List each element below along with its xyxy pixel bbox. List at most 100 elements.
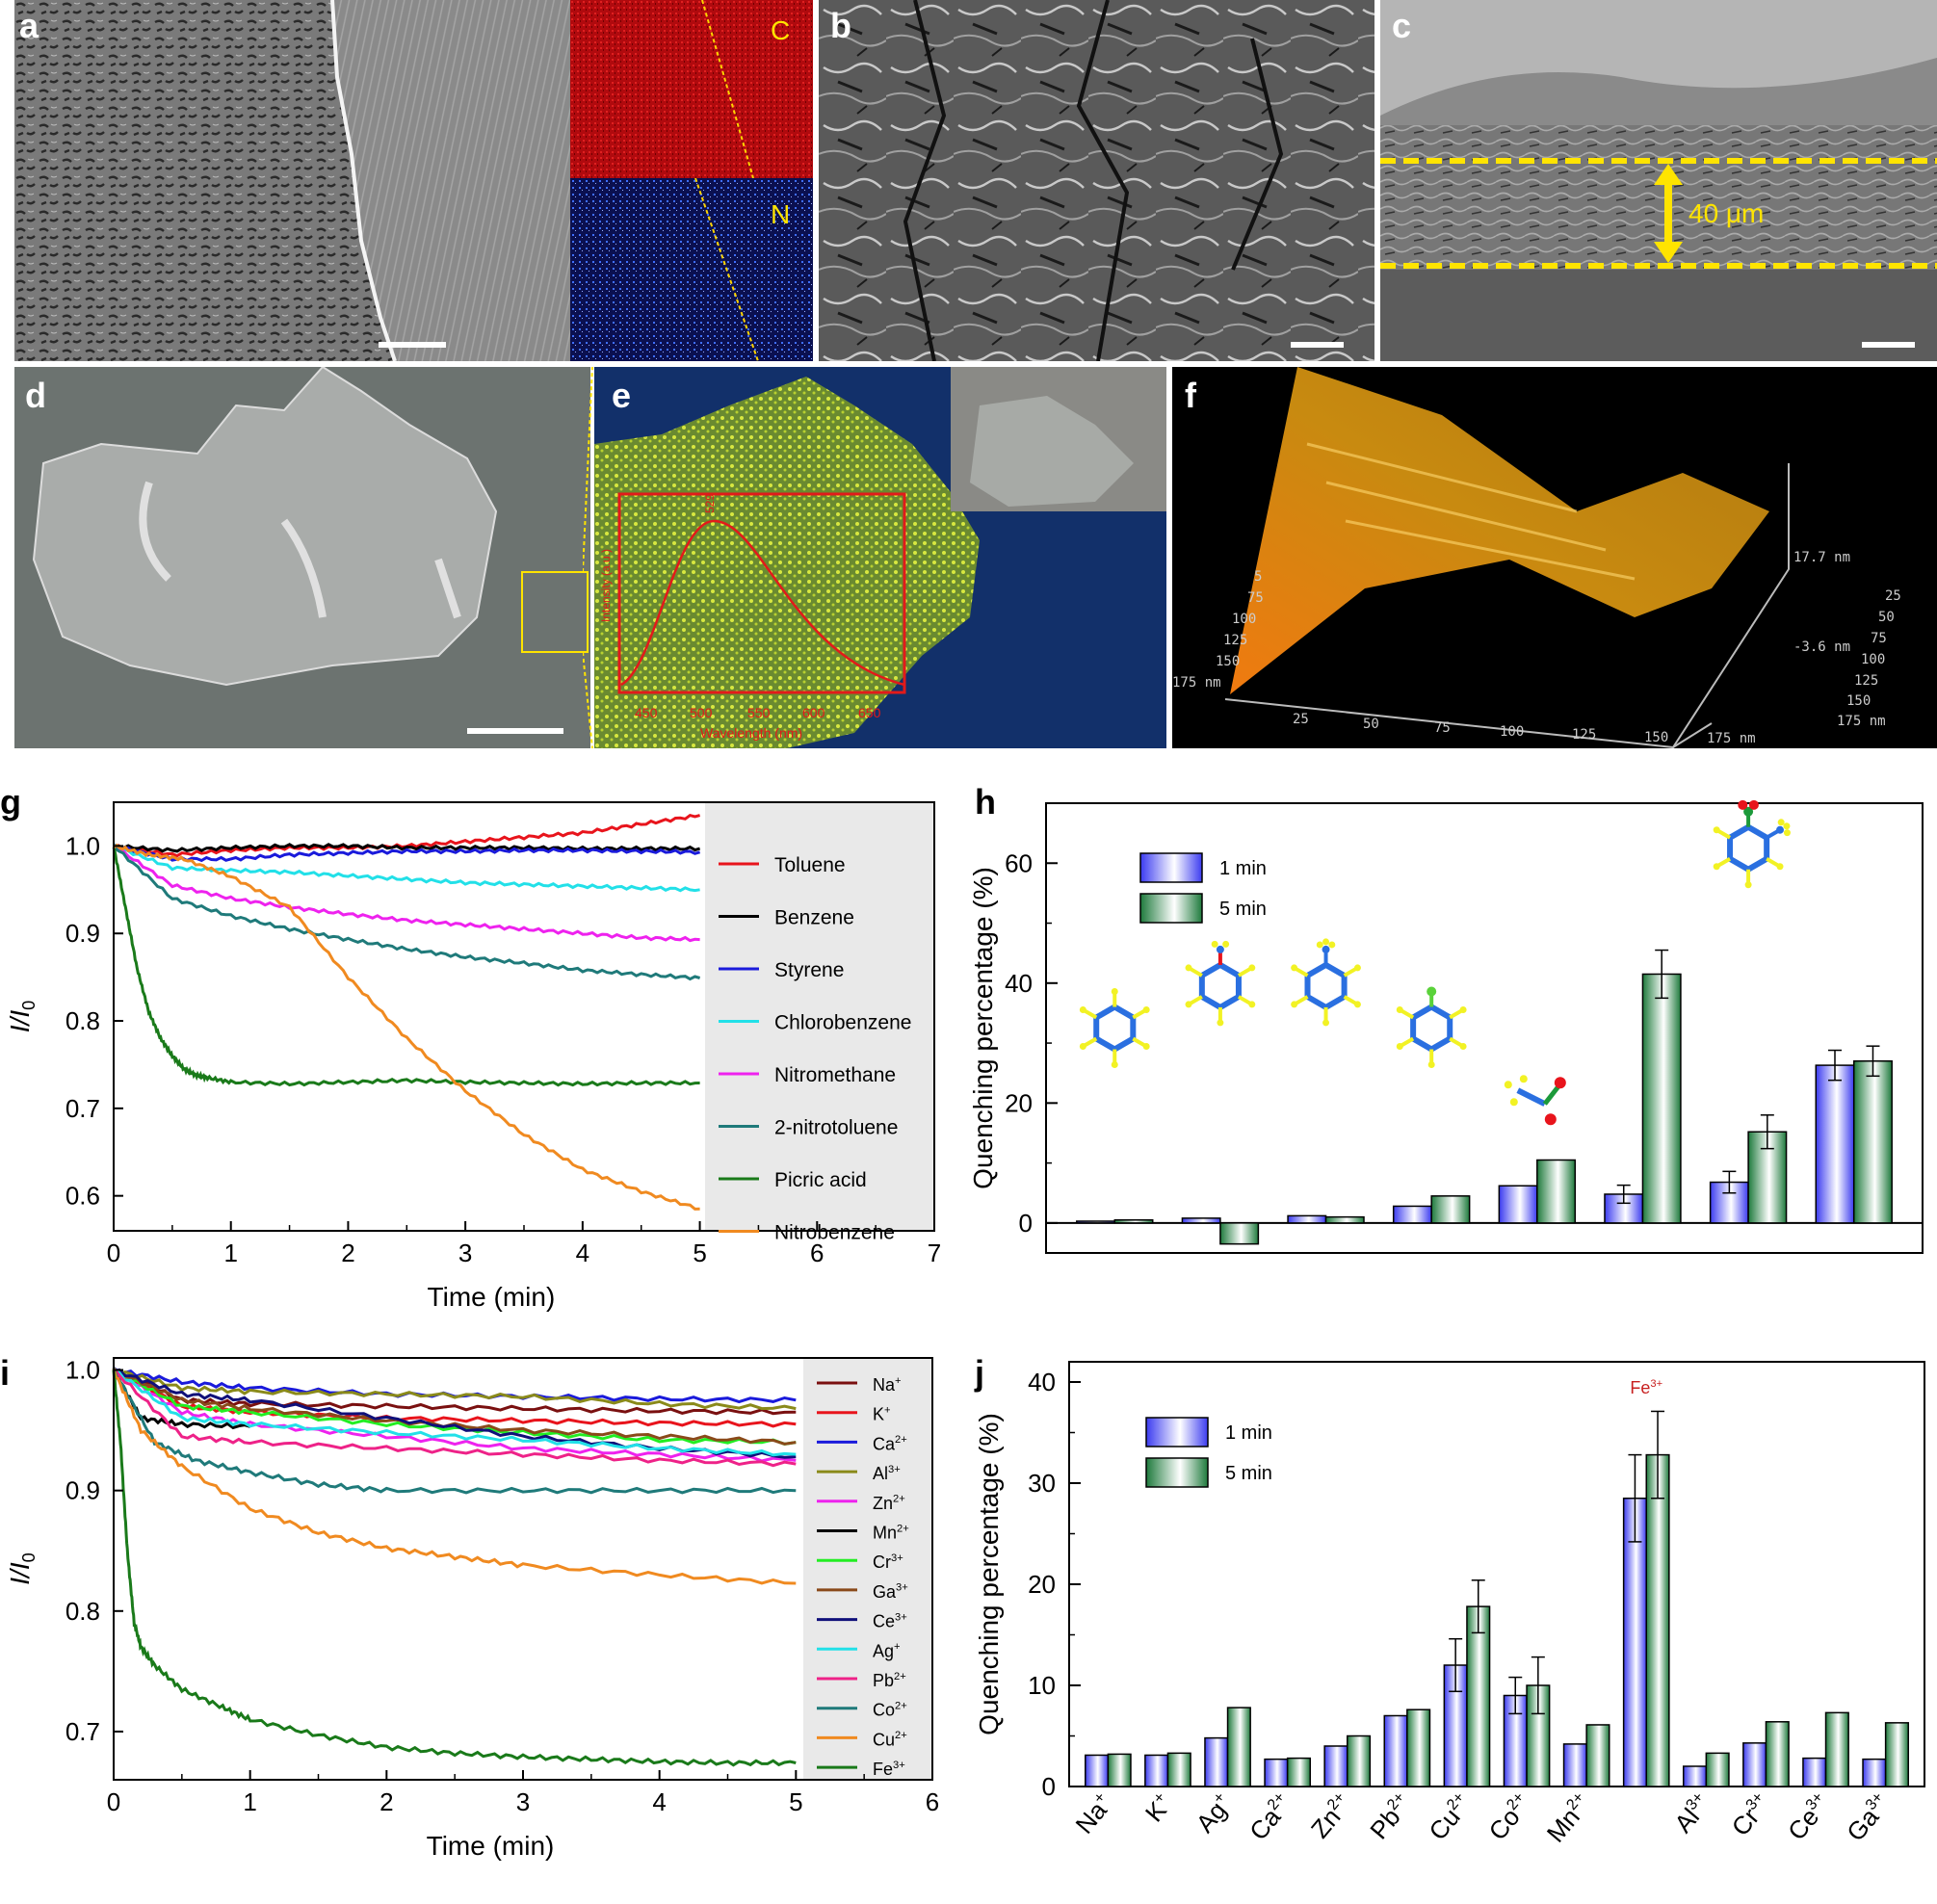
molecule-structure-icon: [1185, 940, 1256, 1027]
legend-label: Zn2+: [873, 1494, 905, 1513]
panel-label-f: f: [1185, 376, 1196, 415]
x-category-label: Zn2+: [1305, 1788, 1358, 1843]
series-line-nitromethane: [112, 844, 700, 943]
series-line-styrene: [113, 843, 701, 863]
hydrogen-atom: [1316, 941, 1323, 949]
scale-bar-b: [1291, 342, 1344, 348]
sem-texture-c: [1380, 0, 1937, 361]
x-category-label: Ga3+: [1841, 1788, 1896, 1846]
legend-label: Ce3+: [873, 1611, 907, 1630]
legend-label: Co2+: [873, 1701, 907, 1720]
legend-label: Benzene: [774, 907, 854, 929]
ring-bond: [1200, 994, 1222, 1010]
panel-d-optical-image: [14, 367, 590, 748]
panel-c-sem-image: 40 μm: [1380, 0, 1937, 361]
x-category-label: Ag+: [1190, 1788, 1238, 1838]
hydrogen-atom: [1783, 822, 1791, 830]
x-category-label: Co2+: [1482, 1788, 1536, 1845]
legend-label: 5 min: [1225, 1463, 1272, 1484]
hydrogen-atom: [1509, 1098, 1518, 1107]
legend-swatch: [1139, 852, 1203, 883]
afm-z-max: 17.7 nm: [1793, 550, 1851, 565]
afm-left-tick-3: 125: [1223, 633, 1248, 648]
y-tick-label: 0.8: [65, 1006, 100, 1035]
panel-label-c: c: [1392, 6, 1412, 45]
molecule-structure-icon: [1079, 988, 1150, 1069]
nitrogen-atom: [1216, 945, 1224, 953]
ring-bond: [1305, 994, 1328, 1010]
y-axis-label: I/I0: [5, 1552, 39, 1584]
series-line-nitrobenzene: [113, 843, 700, 1211]
panel-label-a: a: [19, 6, 39, 45]
film-flake-d: [32, 367, 498, 687]
ring-bond: [1112, 1035, 1135, 1053]
legend-label: Ag+: [873, 1641, 901, 1660]
panel-label-h: h: [975, 782, 996, 822]
x-tick-label: 1: [243, 1787, 256, 1816]
legend-label: Ca2+: [873, 1434, 907, 1453]
hydrogen-atom: [1217, 1019, 1224, 1027]
series-line-ag-: [113, 1368, 797, 1457]
series-line-co2-: [112, 1367, 797, 1495]
afm-left-tick-5: 175 nm: [1172, 675, 1221, 691]
hydrogen-atom: [1777, 819, 1785, 826]
series-line-benzene: [113, 843, 701, 853]
y-tick-label: 30: [1028, 1469, 1056, 1498]
hydrogen-atom: [1776, 863, 1784, 871]
fe3-annotation: Fe3+: [1630, 1378, 1662, 1397]
series-line-picric-acid: [112, 847, 700, 1087]
x-tick-label: 0: [107, 1787, 120, 1816]
oxygen-atom: [1544, 1113, 1557, 1126]
bar-5min: [1824, 1711, 1849, 1787]
ring-bond: [1305, 962, 1328, 978]
ring-bond: [1094, 1035, 1116, 1053]
legend-label: Styrene: [774, 959, 844, 981]
x-tick-label: 4: [652, 1787, 666, 1816]
ring-bond: [1411, 1035, 1433, 1053]
hydrogen-atom: [1353, 1001, 1361, 1008]
legend-label: 2-nitrotoluene: [774, 1117, 898, 1139]
x-category-label: Mn2+: [1540, 1788, 1596, 1847]
afm-left-tick-4: 150: [1216, 654, 1241, 669]
ring-bond: [1324, 962, 1347, 978]
x-tick-label: 7: [928, 1239, 941, 1267]
x-tick-label: 6: [810, 1239, 824, 1267]
series-line-cr3-: [113, 1370, 797, 1446]
plot-frame: [1045, 802, 1924, 1254]
legend-label: 1 min: [1219, 858, 1267, 879]
inset-xtick-1: 500: [690, 705, 713, 720]
afm-x-tick-4: 125: [1572, 727, 1597, 743]
y-tick-label: 20: [1028, 1570, 1056, 1599]
bar-1min: [1323, 1745, 1348, 1787]
inset-xtick-4: 650: [858, 705, 881, 720]
hydrogen-atom: [1396, 1043, 1403, 1051]
series-line-ga3-: [113, 1369, 797, 1446]
afm-x-tick-6: 175 nm: [1707, 731, 1756, 746]
bar-5min: [1852, 1059, 1893, 1224]
panel-a-map-n: N: [570, 178, 813, 361]
x-category-label: Al3+: [1668, 1788, 1716, 1838]
panel-label-d: d: [25, 376, 46, 415]
hydrogen-atom: [1185, 964, 1192, 972]
ring-bond: [1411, 1004, 1433, 1021]
bar-1min: [1862, 1758, 1887, 1787]
hydrogen-atom: [1396, 1006, 1403, 1014]
y-tick-label: 0.6: [65, 1182, 100, 1211]
inset-xtick-0: 450: [635, 705, 658, 720]
bar-5min: [1884, 1722, 1909, 1787]
series-line-pb2-: [112, 1367, 797, 1468]
y-tick-label: 10: [1028, 1671, 1056, 1700]
zoom-guide-lines: [583, 367, 593, 748]
oxygen-atom: [1554, 1077, 1566, 1089]
y-tick-label: 40: [1005, 969, 1033, 998]
bar-5min: [1113, 1219, 1154, 1224]
sem-texture-a: [14, 0, 570, 361]
ring-bond: [1746, 856, 1768, 873]
legend-label: 5 min: [1219, 899, 1267, 920]
molecule-structure-icon: [1396, 986, 1467, 1069]
afm-x-tick-5: 150: [1644, 730, 1669, 745]
panel-b-sem-image: [819, 0, 1374, 361]
bar-5min: [1536, 1159, 1577, 1224]
hydrogen-atom: [1328, 941, 1336, 949]
panel-label-b: b: [830, 6, 851, 45]
